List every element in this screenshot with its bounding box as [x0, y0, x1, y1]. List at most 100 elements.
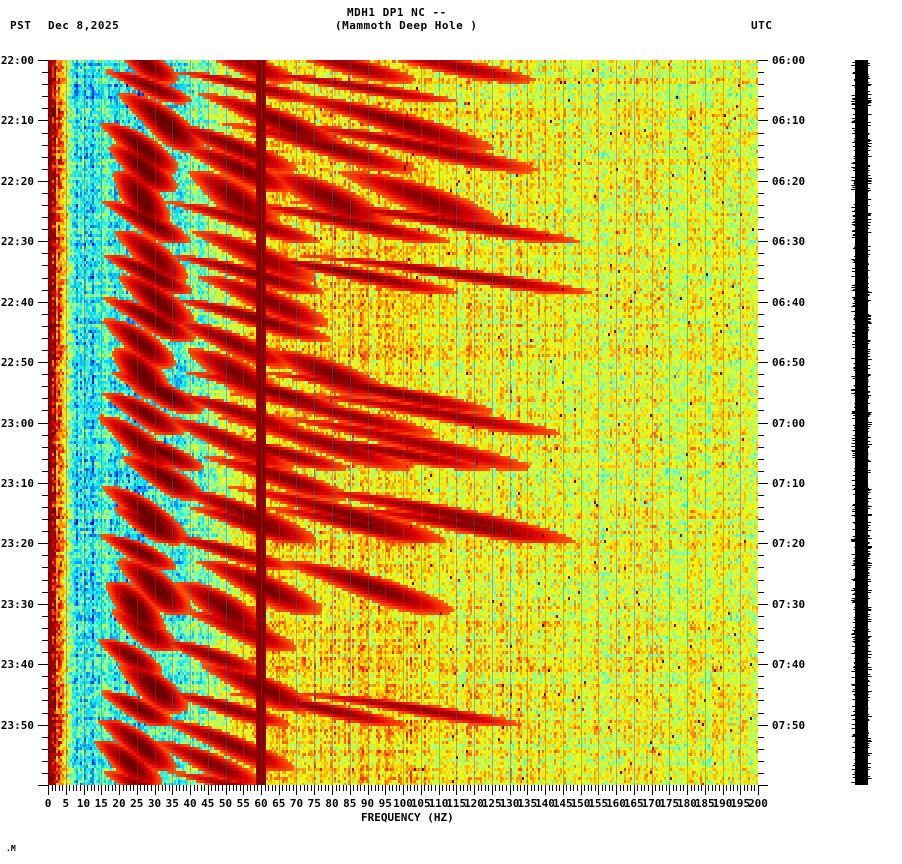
freq-tick-label: 100: [393, 797, 413, 810]
time-tick-minor: [758, 374, 764, 375]
freq-tick-minor: [218, 785, 219, 791]
time-tick-minor: [42, 507, 48, 508]
time-tick-minor: [758, 580, 764, 581]
freq-tick-minor: [481, 785, 482, 791]
freq-tick-minor: [353, 785, 354, 791]
time-tick-minor: [42, 410, 48, 411]
time-tick-minor: [42, 495, 48, 496]
freq-tick-major: [119, 785, 120, 795]
freq-tick-major: [279, 785, 280, 795]
time-tick-minor: [758, 133, 764, 134]
time-tick-minor: [42, 761, 48, 762]
time-tick-minor: [42, 773, 48, 774]
time-tick-label-pst: 23:40: [0, 658, 34, 672]
freq-tick-minor: [282, 785, 283, 791]
page-subtitle: (Mammoth Deep Hole ): [335, 19, 478, 32]
freq-tick-minor: [566, 785, 567, 791]
freq-tick-minor: [307, 785, 308, 791]
freq-tick-minor: [556, 785, 557, 791]
freq-tick-minor: [73, 785, 74, 791]
freq-tick-minor: [538, 785, 539, 791]
freq-tick-minor: [211, 785, 212, 791]
freq-tick-major: [545, 785, 546, 795]
time-tick-minor: [758, 265, 764, 266]
freq-tick-major: [598, 785, 599, 795]
freq-tick-minor: [115, 785, 116, 791]
freq-tick-minor: [169, 785, 170, 791]
freq-tick-minor: [488, 785, 489, 791]
time-tick-minor: [758, 169, 764, 170]
freq-tick-minor: [183, 785, 184, 791]
freq-tick-minor: [59, 785, 60, 791]
freq-tick-minor: [612, 785, 613, 791]
freq-tick-minor: [375, 785, 376, 791]
freq-tick-minor: [637, 785, 638, 791]
freq-tick-minor: [708, 785, 709, 791]
time-tick-minor: [758, 84, 764, 85]
time-tick-label-utc: 07:40: [772, 658, 806, 672]
time-axis-pst: [38, 60, 48, 786]
freq-tick-minor: [683, 785, 684, 791]
time-tick-label-pst: 23:10: [0, 476, 34, 490]
time-tick-label-utc: 07:50: [772, 718, 806, 732]
freq-tick-label: 35: [165, 797, 179, 810]
freq-tick-minor: [644, 785, 645, 791]
time-tick-major: [38, 302, 48, 303]
freq-tick-label: 155: [588, 797, 609, 810]
freq-tick-minor: [449, 785, 450, 791]
time-tick-minor: [758, 410, 764, 411]
time-tick-major: [758, 543, 768, 544]
freq-tick-minor: [339, 785, 340, 791]
freq-tick-major: [563, 785, 564, 795]
freq-tick-minor: [179, 785, 180, 791]
time-tick-label-utc: 06:10: [772, 114, 806, 128]
freq-tick-minor: [502, 785, 503, 791]
freq-tick-minor: [609, 785, 610, 791]
time-tick-major: [38, 181, 48, 182]
freq-tick-minor: [360, 785, 361, 791]
freq-tick-label: 185: [694, 797, 715, 810]
spectrogram-plot: [48, 60, 758, 785]
freq-tick-major: [439, 785, 440, 795]
freq-tick-minor: [265, 785, 266, 791]
freq-tick-minor: [389, 785, 390, 791]
freq-tick-minor: [620, 785, 621, 791]
time-tick-major: [758, 423, 768, 424]
time-tick-minor: [42, 628, 48, 629]
freq-tick-label: 20: [112, 797, 126, 810]
freq-tick-label: 195: [730, 797, 751, 810]
freq-tick-label: 165: [623, 797, 644, 810]
time-tick-label-pst: 22:10: [0, 114, 34, 128]
freq-tick-minor: [371, 785, 372, 791]
freq-tick-label: 130: [499, 797, 520, 810]
time-tick-minor: [42, 567, 48, 568]
freq-tick-minor: [424, 785, 425, 791]
time-tick-minor: [42, 592, 48, 593]
freq-tick-label: 140: [535, 797, 555, 810]
time-tick-major: [38, 120, 48, 121]
freq-tick-minor: [524, 785, 525, 791]
time-tick-label-pst: 22:50: [0, 356, 34, 370]
freq-tick-minor: [414, 785, 415, 791]
freq-tick-minor: [605, 785, 606, 791]
frequency-axis: [48, 785, 759, 795]
freq-tick-minor: [691, 785, 692, 791]
freq-tick-minor: [91, 785, 92, 791]
freq-tick-minor: [275, 785, 276, 791]
freq-tick-label: 70: [289, 797, 304, 810]
freq-tick-label: 75: [307, 797, 321, 810]
freq-tick-major: [492, 785, 493, 795]
freq-tick-minor: [591, 785, 592, 791]
freq-tick-major: [155, 785, 156, 795]
time-tick-label-pst: 23:20: [0, 537, 34, 551]
freq-tick-major: [581, 785, 582, 795]
time-tick-minor: [42, 253, 48, 254]
time-tick-label-utc: 06:20: [772, 174, 806, 188]
time-tick-major: [38, 785, 48, 786]
freq-tick-minor: [431, 785, 432, 791]
time-tick-minor: [758, 713, 764, 714]
time-tick-minor: [42, 157, 48, 158]
freq-tick-minor: [552, 785, 553, 791]
freq-tick-minor: [123, 785, 124, 791]
freq-tick-minor: [165, 785, 166, 791]
